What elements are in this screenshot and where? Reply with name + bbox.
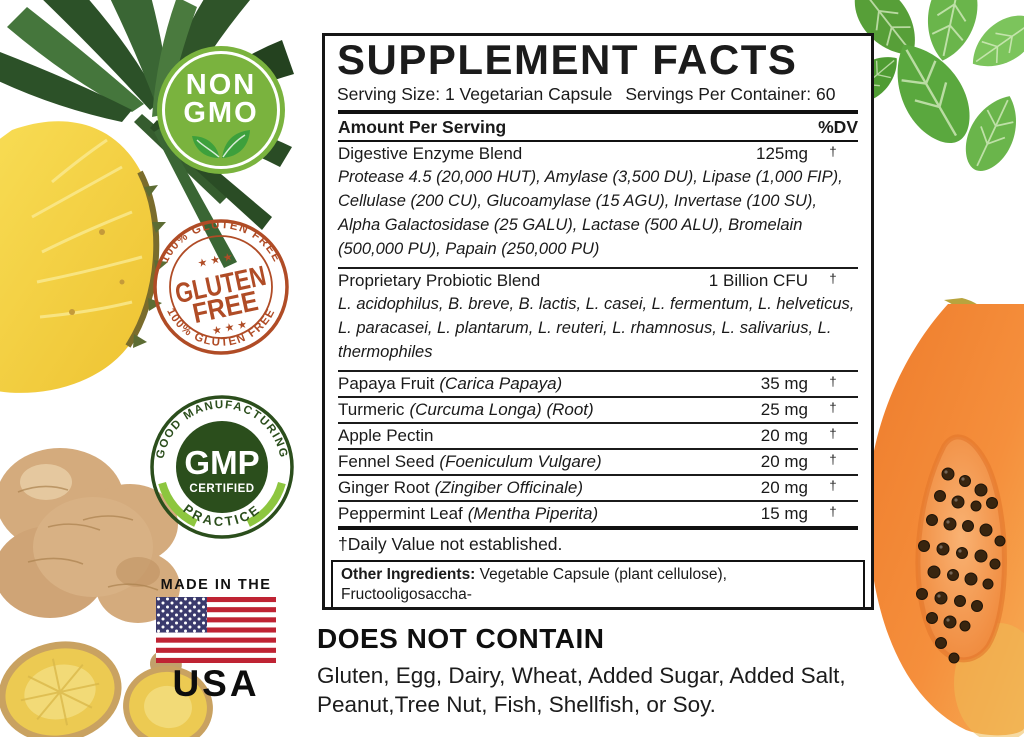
gmp-center-text: GMP xyxy=(184,444,259,481)
ginger-slice-large xyxy=(0,641,122,737)
ingredient-amount: 15 mg xyxy=(760,503,808,523)
mint-leaves-photo xyxy=(852,0,1024,181)
supplement-facts-panel: SUPPLEMENT FACTS Serving Size: 1 Vegetar… xyxy=(322,33,874,610)
dv-dagger: † xyxy=(829,451,837,467)
non-gmo-text: GMO xyxy=(183,97,259,129)
non-gmo-inner-ring: NON GMO xyxy=(162,51,280,169)
blend-details: L. acidophilus, B. breve, B. lactis, L. … xyxy=(338,294,855,361)
ginger-slice-small xyxy=(123,650,213,737)
ingredient-name: Proprietary Probiotic Blend xyxy=(338,270,541,290)
papaya-photo xyxy=(867,298,1024,737)
ingredient-name: Fennel Seed xyxy=(338,451,435,471)
made-in-the-text: MADE IN THE xyxy=(160,577,272,593)
non-gmo-badge: NON GMO xyxy=(157,46,285,174)
panel-title: SUPPLEMENT FACTS xyxy=(337,36,798,83)
serving-size: Serving Size: 1 Vegetarian Capsule xyxy=(337,83,613,104)
ingredient-amount: 25 mg xyxy=(760,399,808,419)
usa-text: USA xyxy=(172,663,260,704)
does-not-contain-body: Gluten, Egg, Dairy, Wheat, Added Sugar, … xyxy=(317,663,846,717)
pineapple-slice xyxy=(0,121,168,393)
ingredient-amount: 20 mg xyxy=(760,451,808,471)
ingredient-latin-name: (Zingiber Officinale) xyxy=(434,477,583,497)
table-row: Turmeric (Curcuma Longa) (Root) 25 mg † xyxy=(338,398,858,424)
ingredient-amount: 125mg xyxy=(756,143,808,163)
ingredient-name: Ginger Root xyxy=(338,477,430,497)
table-row: Ginger Root (Zingiber Officinale) 20 mg … xyxy=(338,476,858,502)
ingredient-latin-name: (Foeniculum Vulgare) xyxy=(439,451,602,471)
ingredient-amount: 20 mg xyxy=(760,425,808,445)
daily-value-footnote: †Daily Value not established. xyxy=(338,533,563,554)
ginger-root-photo: , xyxy=(0,448,213,737)
gmp-certified-text: CERTIFIED xyxy=(189,483,254,495)
dv-dagger: † xyxy=(829,373,837,389)
amount-per-serving-header: Amount Per Serving xyxy=(338,116,507,137)
pineapple-photo xyxy=(0,0,294,393)
ingredient-name: Peppermint Leaf xyxy=(338,503,463,523)
other-ingredients-label: Other Ingredients: xyxy=(341,565,476,583)
usa-flag-icon xyxy=(156,597,276,663)
papaya-seeds xyxy=(916,467,1006,664)
blend-details: Protease 4.5 (20,000 HUT), Amylase (3,50… xyxy=(338,167,843,258)
ingredient-name: Digestive Enzyme Blend xyxy=(338,143,523,163)
dv-dagger: † xyxy=(829,425,837,441)
ingredient-latin-name: (Mentha Piperita) xyxy=(467,503,599,523)
ingredient-name: Apple Pectin xyxy=(338,425,434,445)
does-not-contain-section: DOES NOT CONTAIN Gluten, Egg, Dairy, Whe… xyxy=(317,623,902,719)
ingredient-latin-name: (Carica Papaya) xyxy=(439,373,563,393)
dv-header: %DV xyxy=(818,116,858,137)
gmp-certified-badge: GOOD MANUFACTURING PRACTICE GMP CERTIFIE… xyxy=(150,395,294,539)
other-ingredients-box: Other Ingredients: Vegetable Capsule (pl… xyxy=(331,559,865,608)
ingredient-name: Papaya Fruit xyxy=(338,373,435,393)
ingredient-latin-name: (Curcuma Longa) (Root) xyxy=(409,399,594,419)
dv-dagger: † xyxy=(829,503,837,519)
dv-dagger: † xyxy=(829,270,837,286)
other-ingredients-line1: Vegetable Capsule (plant cellulose), Fru… xyxy=(341,565,727,604)
table-row: Digestive Enzyme Blend 125mg † Protease … xyxy=(338,142,858,269)
table-row: Apple Pectin 20 mg † xyxy=(338,424,858,450)
ingredient-amount: 35 mg xyxy=(760,373,808,393)
servings-per-container: Servings Per Container: 60 xyxy=(625,83,836,104)
other-ingredients-line2: rides (FOS), Brown Rice Flour, Organic R… xyxy=(341,607,729,608)
ingredient-amount: 1 Billion CFU xyxy=(708,270,808,290)
table-row: Peppermint Leaf (Mentha Piperita) 15 mg … xyxy=(338,502,858,530)
leaves-icon xyxy=(192,130,250,158)
ginger-root: , xyxy=(0,448,180,623)
gluten-free-badge: 100% GLUTEN FREE 100% GLUTEN FREE ★ ★ ★ … xyxy=(153,219,289,355)
ingredient-amount: 20 mg xyxy=(760,477,808,497)
ingredient-name: Turmeric xyxy=(338,399,405,419)
made-in-usa-badge: MADE IN THE USA xyxy=(156,577,276,702)
table-row: Fennel Seed (Foeniculum Vulgare) 20 mg † xyxy=(338,450,858,476)
table-row: Papaya Fruit (Carica Papaya) 35 mg † xyxy=(338,372,858,398)
does-not-contain-heading: DOES NOT CONTAIN xyxy=(317,623,605,654)
dv-dagger: † xyxy=(829,143,837,159)
table-header: Amount Per Serving %DV xyxy=(338,109,858,142)
dv-dagger: † xyxy=(829,477,837,493)
serving-info: Serving Size: 1 Vegetarian Capsule Servi… xyxy=(337,84,859,105)
facts-table: Amount Per Serving %DV Digestive Enzyme … xyxy=(338,109,858,560)
table-row: Proprietary Probiotic Blend 1 Billion CF… xyxy=(338,269,858,372)
dv-dagger: † xyxy=(829,399,837,415)
non-gmo-text: NON xyxy=(185,69,257,101)
